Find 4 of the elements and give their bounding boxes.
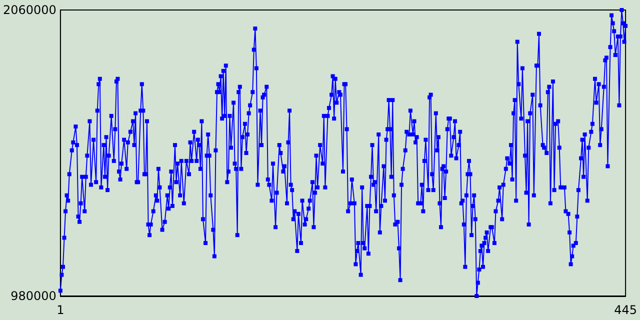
y-tick-label: 2060000 bbox=[2, 3, 56, 17]
x-tick-label: 445 bbox=[614, 303, 637, 317]
x-tick-label: 1 bbox=[56, 303, 64, 317]
y-tick-label: 980000 bbox=[10, 289, 56, 303]
